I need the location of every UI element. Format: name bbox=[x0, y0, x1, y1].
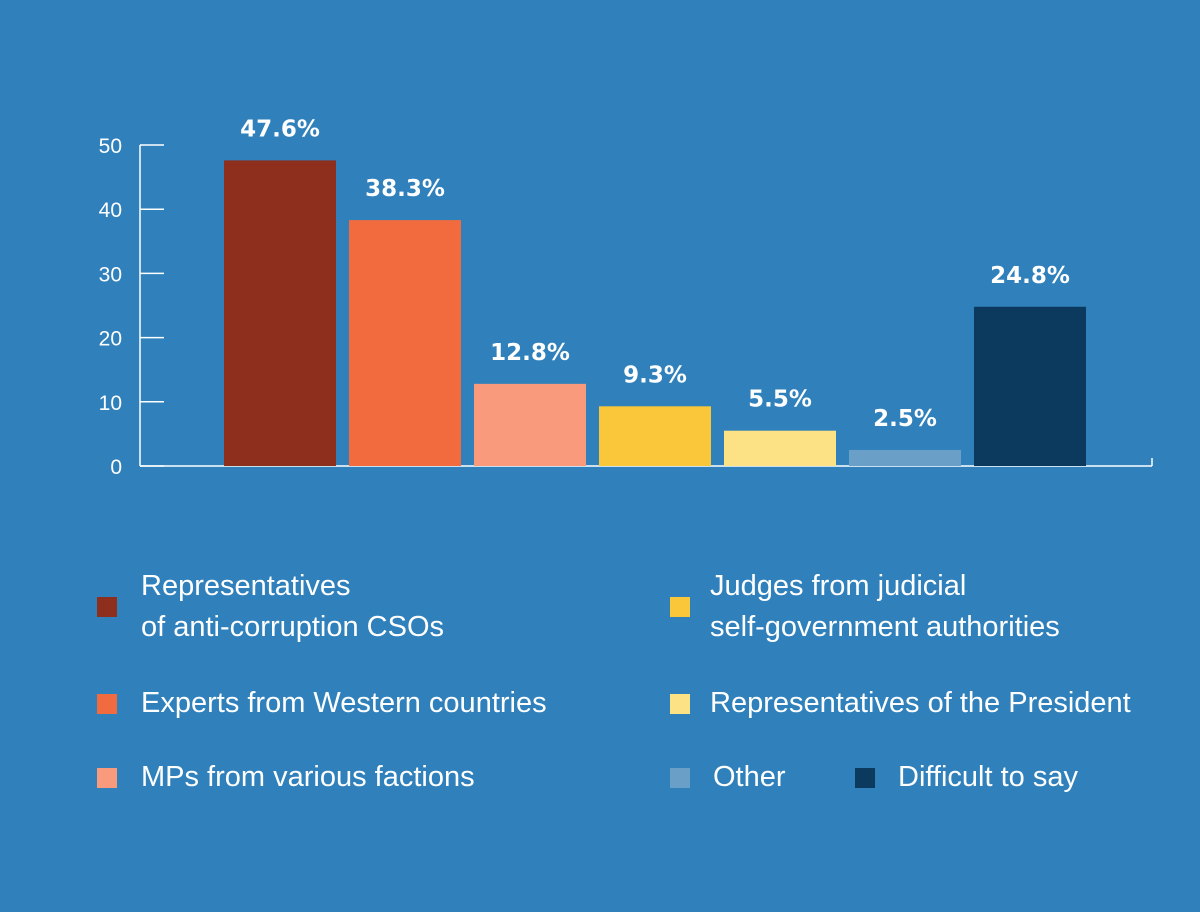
y-tick-label: 40 bbox=[99, 199, 122, 222]
bar-value-label: 47.6% bbox=[240, 116, 320, 142]
y-tick-label: 10 bbox=[99, 392, 122, 415]
bar-value-label: 5.5% bbox=[748, 387, 812, 413]
bar-value-label: 24.8% bbox=[990, 263, 1070, 289]
y-tick-label: 20 bbox=[99, 328, 122, 351]
bar bbox=[849, 449, 961, 466]
bar bbox=[724, 430, 836, 466]
bar-value-label: 9.3% bbox=[623, 362, 687, 388]
bar bbox=[224, 160, 336, 466]
bar-value-label: 12.8% bbox=[490, 340, 570, 366]
y-tick-label: 50 bbox=[99, 135, 122, 158]
bar-value-label: 38.3% bbox=[365, 176, 445, 202]
y-tick-label: 0 bbox=[110, 456, 122, 479]
bar bbox=[974, 306, 1086, 466]
bar bbox=[474, 383, 586, 466]
bar bbox=[349, 220, 461, 466]
bar-value-label: 2.5% bbox=[873, 406, 937, 432]
y-tick-label: 30 bbox=[99, 263, 122, 286]
bar bbox=[599, 406, 711, 466]
